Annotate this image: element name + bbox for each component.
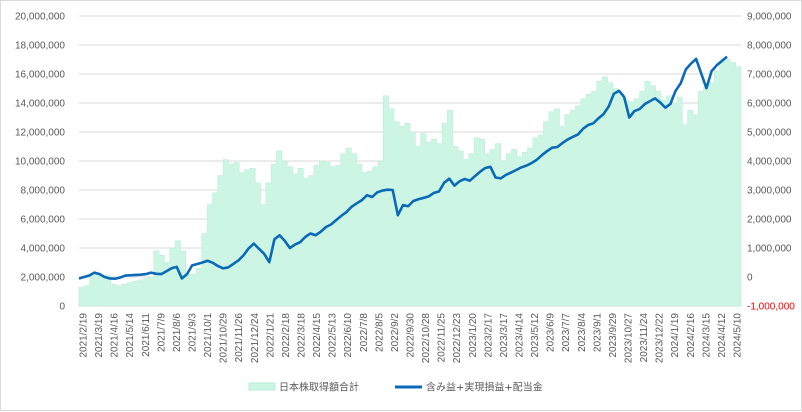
left-tick-label: 8,000,000 bbox=[21, 186, 66, 197]
right-tick-label: 5,000,000 bbox=[747, 128, 792, 139]
x-tick-label: 2021/9/3 bbox=[188, 313, 199, 352]
right-tick-label: 1,000,000 bbox=[747, 244, 792, 255]
x-tick-label: 2024/1/19 bbox=[670, 313, 681, 358]
x-tick-label: 2024/4/12 bbox=[717, 313, 728, 358]
x-tick-label: 2021/6/11 bbox=[141, 313, 152, 357]
left-tick-label: 4,000,000 bbox=[21, 244, 66, 255]
x-tick-label: 2023/10/27 bbox=[624, 313, 635, 363]
x-tick-label: 2022/10/28 bbox=[421, 313, 432, 363]
legend-label-line: 含み益+実現損益+配当金 bbox=[426, 381, 543, 394]
left-tick-label: 16,000,000 bbox=[15, 70, 65, 81]
left-tick-label: 6,000,000 bbox=[21, 215, 66, 226]
left-tick-label: 14,000,000 bbox=[15, 99, 65, 110]
right-tick-label: 8,000,000 bbox=[747, 41, 792, 52]
x-tick-label: 2022/9/30 bbox=[406, 313, 417, 358]
left-tick-label: 10,000,000 bbox=[15, 157, 65, 168]
x-tick-label: 2022/1/21 bbox=[265, 313, 276, 358]
x-tick-label: 2022/6/10 bbox=[343, 313, 354, 358]
left-tick-label: 18,000,000 bbox=[15, 41, 65, 52]
x-tick-label: 2021/7/9 bbox=[156, 313, 167, 352]
x-tick-label: 2023/3/17 bbox=[499, 313, 510, 358]
x-tick-label: 2023/6/9 bbox=[546, 313, 557, 352]
right-tick-label: 9,000,000 bbox=[747, 12, 792, 23]
right-tick-label: 2,000,000 bbox=[747, 215, 792, 226]
right-tick-label: 0 bbox=[747, 273, 753, 284]
x-tick-label: 2021/4/16 bbox=[110, 313, 121, 358]
x-tick-label: 2021/11/26 bbox=[234, 313, 245, 363]
x-tick-label: 2021/10/29 bbox=[219, 313, 230, 363]
left-axis-ticks: 0 2,000,000 4,000,000 6,000,000 8,000,000 10,… bbox=[15, 12, 66, 313]
right-tick-label: 3,000,000 bbox=[747, 186, 792, 197]
x-tick-label: 2023/4/14 bbox=[515, 313, 526, 358]
x-axis-ticks: 2021/2/19 2021/3/19 2021/4/16 2021/5/14 2021… bbox=[79, 313, 744, 363]
x-tick-label: 2022/4/15 bbox=[312, 313, 323, 358]
x-tick-label: 2023/12/22 bbox=[655, 313, 666, 363]
x-tick-label: 2021/5/14 bbox=[125, 313, 136, 358]
x-tick-label: 2024/3/15 bbox=[701, 313, 712, 358]
left-tick-label: 20,000,000 bbox=[15, 12, 65, 23]
x-tick-label: 2024/5/10 bbox=[733, 313, 744, 358]
series-line-pnl bbox=[78, 55, 728, 281]
left-tick-label: 12,000,000 bbox=[15, 128, 65, 139]
x-tick-label: 2023/11/24 bbox=[639, 313, 650, 363]
x-tick-label: 2022/2/18 bbox=[281, 313, 292, 358]
x-tick-label: 2023/2/17 bbox=[483, 313, 494, 358]
right-axis-ticks: -1,000,000 0 1,000,000 2,000,000 3,000,000 4,… bbox=[747, 12, 795, 313]
right-tick-label: 7,000,000 bbox=[747, 70, 792, 81]
x-tick-label: 2023/8/4 bbox=[577, 313, 588, 352]
x-tick-label: 2021/10/1 bbox=[203, 313, 214, 358]
legend: 日本株取得額合計 含み益+実現損益+配当金 bbox=[248, 381, 543, 394]
x-tick-label: 2022/9/2 bbox=[390, 313, 401, 352]
right-tick-label: 6,000,000 bbox=[747, 99, 792, 110]
right-tick-label: -1,000,000 bbox=[747, 302, 795, 313]
x-tick-label: 2023/5/12 bbox=[530, 313, 541, 358]
x-tick-label: 2022/12/23 bbox=[452, 313, 463, 363]
x-tick-label: 2022/7/8 bbox=[359, 313, 370, 352]
x-tick-label: 2021/2/19 bbox=[79, 313, 90, 358]
left-tick-label: 0 bbox=[59, 302, 65, 313]
x-tick-label: 2022/8/5 bbox=[374, 313, 385, 352]
line-series-pnl bbox=[78, 55, 728, 281]
right-tick-label: 4,000,000 bbox=[747, 157, 792, 168]
x-tick-label: 2022/3/18 bbox=[297, 313, 308, 358]
left-tick-label: 2,000,000 bbox=[21, 273, 66, 284]
x-tick-label: 2022/5/13 bbox=[328, 313, 339, 358]
x-tick-label: 2023/1/20 bbox=[468, 313, 479, 358]
x-tick-label: 2023/7/7 bbox=[561, 313, 572, 352]
x-tick-label: 2021/8/6 bbox=[172, 313, 183, 352]
legend-swatch-area bbox=[248, 382, 276, 391]
x-tick-label: 2023/9/1 bbox=[592, 313, 603, 352]
x-tick-label: 2024/2/16 bbox=[686, 313, 697, 358]
x-tick-label: 2022/11/25 bbox=[437, 313, 448, 363]
x-tick-label: 2021/3/19 bbox=[94, 313, 105, 358]
x-tick-label: 2023/9/29 bbox=[608, 313, 619, 358]
x-tick-label: 2021/12/24 bbox=[250, 313, 261, 363]
legend-label-area: 日本株取得額合計 bbox=[279, 381, 359, 394]
